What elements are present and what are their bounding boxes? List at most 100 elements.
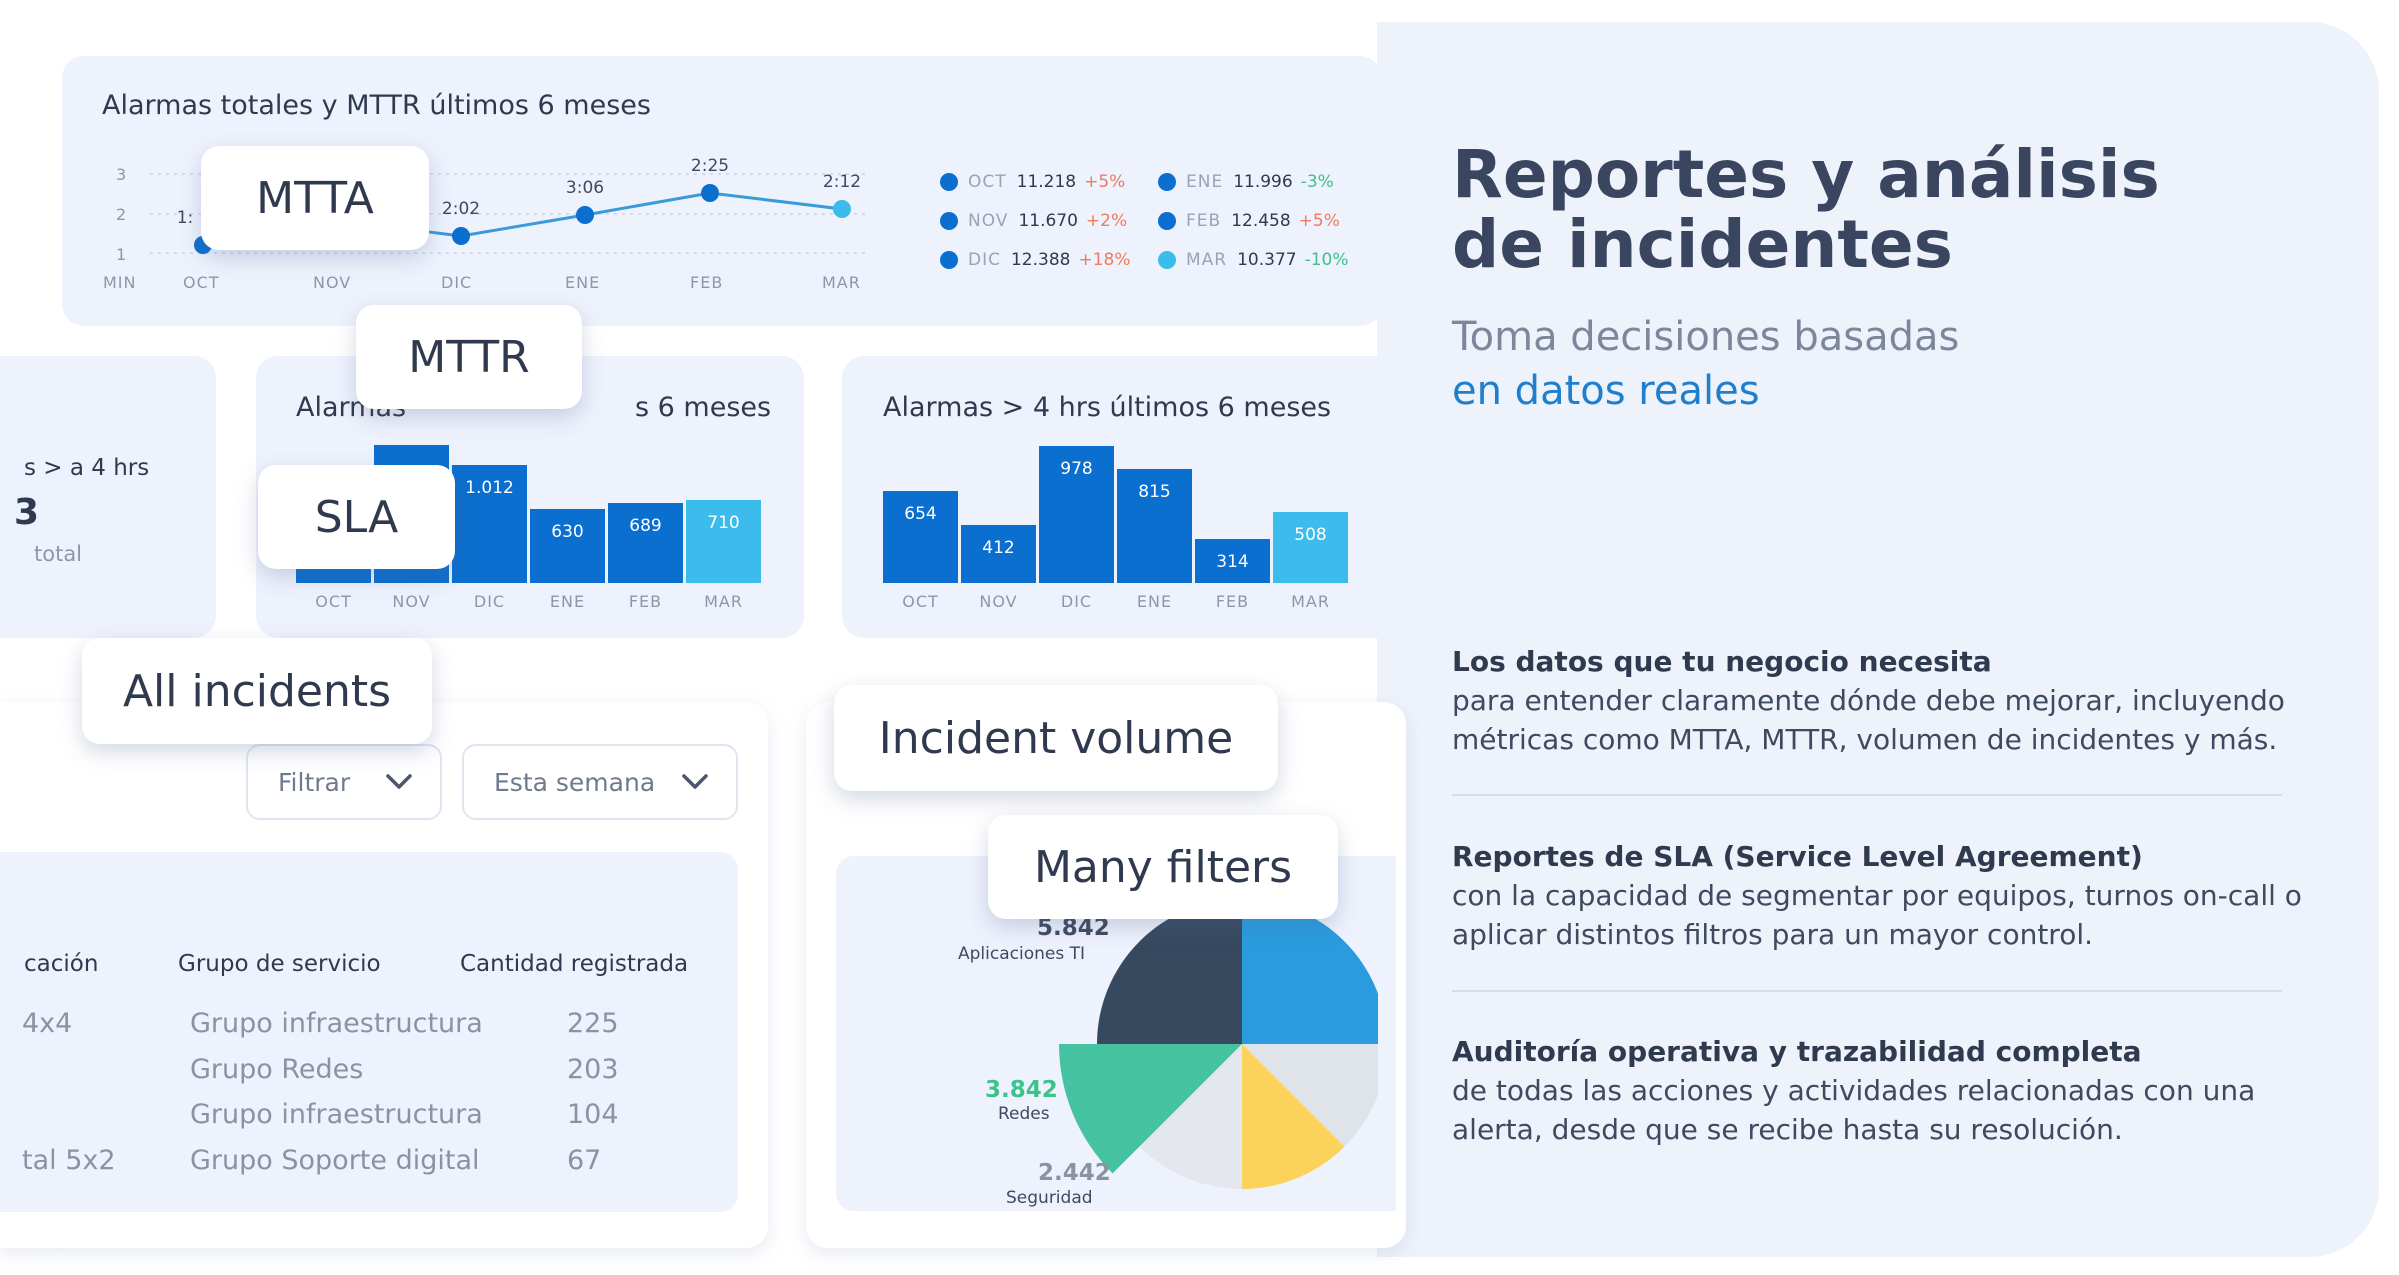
legend-value: 11.996	[1233, 172, 1293, 192]
incident-volume-badge: Incident volume	[834, 685, 1278, 791]
legend-value: 10.377	[1237, 250, 1297, 270]
table-cell: 225	[567, 1008, 619, 1039]
table-cell: Grupo infraestructura	[190, 1008, 483, 1039]
feature-body: para entender claramente dónde debe mejo…	[1452, 684, 2285, 756]
summary-caption: total	[34, 542, 83, 566]
pie-label-redes: Redes	[998, 1104, 1050, 1124]
legend-item: DIC 12.388 +18%	[940, 250, 1131, 270]
x-tick: DIC	[441, 273, 473, 292]
legend-dot	[1158, 212, 1176, 230]
bar	[961, 525, 1036, 583]
x-tick: MAR	[704, 592, 743, 611]
summary-value: 3	[14, 492, 40, 533]
pie-label-aplicaciones: Aplicaciones TI	[958, 944, 1085, 964]
legend-change: -3%	[1300, 172, 1334, 192]
feature-panel	[1377, 22, 2379, 1257]
y-tick: 3	[116, 165, 128, 184]
incident-volume-pie	[1059, 899, 1378, 1189]
x-tick: NOV	[979, 592, 1017, 611]
legend-change: +2%	[1085, 211, 1128, 231]
x-tick: ENE	[1137, 592, 1172, 611]
summary-label: s > a 4 hrs	[24, 455, 150, 481]
legend-value: 11.218	[1016, 172, 1077, 192]
table-header: cación	[24, 951, 99, 977]
filter-button[interactable]: Filtrar	[246, 744, 442, 820]
pie-slice	[1242, 1044, 1378, 1147]
legend-change: -10%	[1304, 250, 1349, 270]
bar	[1273, 512, 1348, 583]
pie-value-redes: 3.842	[985, 1077, 1058, 1103]
x-tick: MAR	[1291, 592, 1330, 611]
table-cell: 67	[567, 1144, 602, 1176]
min-label: MIN	[103, 273, 137, 292]
legend-item: MAR 10.377 -10%	[1158, 250, 1349, 270]
y-tick: 1	[116, 245, 128, 264]
pie-slice	[1059, 1044, 1242, 1174]
x-tick: DIC	[474, 592, 505, 611]
bar-value-label: 314	[1216, 552, 1248, 572]
feature-item: Auditoría operativa y trazabilidad compl…	[1452, 1032, 2332, 1149]
feature-title: Reportes de SLA (Service Level Agreement…	[1452, 840, 2143, 873]
legend-dot	[940, 173, 958, 191]
pie-label-seguridad: Seguridad	[1006, 1188, 1093, 1208]
feature-title: Los datos que tu negocio necesita	[1452, 645, 1992, 678]
pie-slice	[1242, 899, 1378, 1044]
bar-chart-hrs: 654 OCT 412 NOV 978 DIC 815 ENE 314 FEB 508 MAR	[883, 446, 1348, 611]
line-point	[576, 206, 594, 224]
bar	[452, 465, 527, 583]
x-tick: FEB	[629, 592, 662, 611]
bar	[1039, 446, 1114, 583]
legend-dot	[940, 251, 958, 269]
legend-month: MAR	[1186, 250, 1228, 270]
bar	[883, 491, 958, 583]
point-label: 2:12	[823, 172, 861, 192]
divider	[1452, 990, 2282, 992]
pie-slice	[1242, 1044, 1345, 1189]
bar-value-label: 710	[707, 513, 739, 533]
x-tick: DIC	[1061, 592, 1092, 611]
legend-month: DIC	[968, 250, 1001, 270]
legend-dot	[1158, 173, 1176, 191]
bar	[608, 503, 683, 583]
legend-month: ENE	[1186, 172, 1224, 192]
legend-change: +18%	[1078, 250, 1131, 270]
chevron-down-icon	[386, 774, 412, 789]
many-filters-badge: Many filters	[988, 815, 1338, 919]
divider	[1452, 794, 2282, 796]
point-label: 2:25	[691, 156, 729, 176]
bar-value-label: 689	[629, 516, 661, 536]
bar-value-label: 630	[551, 522, 583, 542]
x-tick: FEB	[1216, 592, 1249, 611]
bar	[1195, 539, 1270, 583]
bar-value-label: 978	[1060, 459, 1092, 479]
line-point	[833, 200, 851, 218]
feature-title: Auditoría operativa y trazabilidad compl…	[1452, 1035, 2142, 1068]
table-cell: tal 5x2	[22, 1144, 116, 1176]
hero-subtitle-line: Toma decisiones basadas	[1452, 314, 1960, 360]
hero-title-line: Reportes y análisis	[1452, 136, 2160, 213]
legend-change: +5%	[1298, 211, 1340, 231]
chevron-down-icon	[682, 774, 708, 789]
bar	[686, 500, 761, 583]
x-tick: OCT	[315, 592, 352, 611]
hero-subtitle-accent: en datos reales	[1452, 368, 1760, 414]
table-cell: Grupo Soporte digital	[190, 1144, 480, 1176]
x-tick: FEB	[690, 273, 724, 292]
point-label: 1:	[177, 208, 194, 228]
bar-value-label: 508	[1294, 525, 1326, 545]
point-label: 3:06	[566, 178, 604, 198]
pie-value-aplicaciones: 5.842	[1037, 915, 1110, 941]
point-label: 2:02	[442, 199, 480, 219]
legend-item: NOV 11.670 +2%	[940, 211, 1127, 231]
table-cell: Grupo Redes	[190, 1053, 364, 1085]
table-cell: 203	[567, 1053, 619, 1085]
legend-value: 12.388	[1010, 250, 1071, 270]
all-incidents-badge: All incidents	[82, 638, 432, 744]
bar-chart-min-title-tail: s 6 meses	[635, 392, 772, 423]
x-tick: ENE	[565, 273, 601, 292]
feature-body: con la capacidad de segmentar por equipo…	[1452, 879, 2302, 951]
mttr-line-chart: 1: 2:02 3:06 2:25 2:12	[150, 156, 870, 254]
period-select[interactable]: Esta semana	[462, 744, 738, 820]
legend-item: FEB 12.458 +5%	[1158, 211, 1340, 231]
